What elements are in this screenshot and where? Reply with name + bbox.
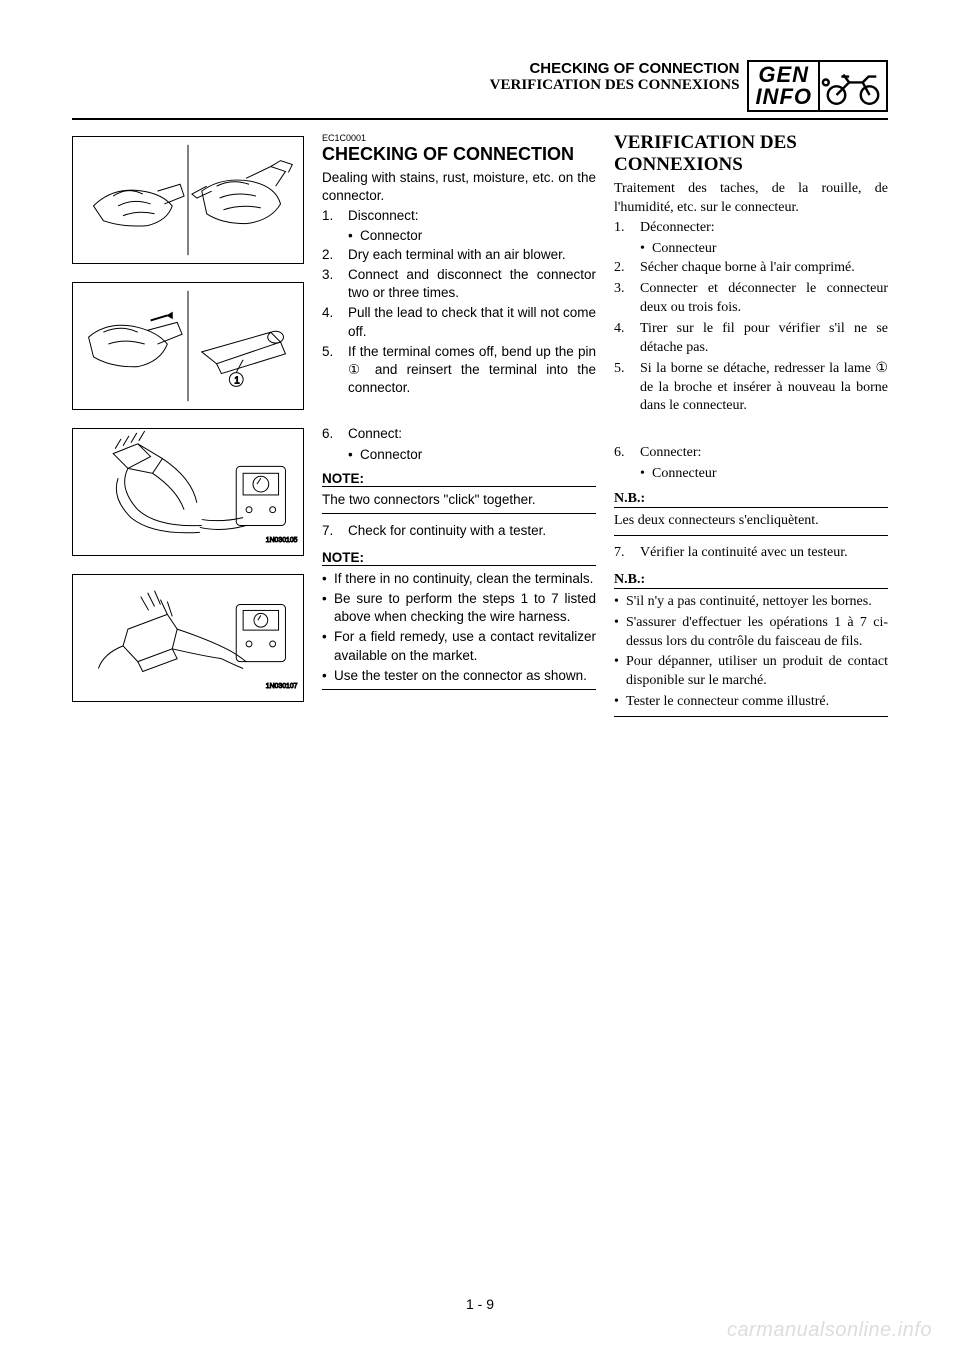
title-en: CHECKING OF CONNECTION (322, 144, 596, 165)
intro-fr: Traitement des taches, de la rouille, de… (614, 180, 888, 218)
page-number: 1 - 9 (466, 1296, 494, 1312)
steps-fr-1: 1.Déconnecter: (614, 219, 888, 238)
header-title-en: CHECKING OF CONNECTION (490, 60, 740, 77)
note1-text-en: The two connectors "click" together. (322, 491, 596, 509)
title-fr: VERIFICATION DES CONNEXIONS (614, 132, 888, 176)
section-badge: GEN INFO (747, 60, 888, 112)
steps-fr-2: 6.Connecter: (614, 444, 888, 463)
svg-text:1: 1 (234, 375, 239, 386)
badge-line2: INFO (755, 86, 812, 108)
doc-id: EC1C0001 (322, 132, 596, 144)
french-column: VERIFICATION DES CONNEXIONS Traitement d… (614, 132, 888, 725)
steps-en-2: 6.Connect: (322, 425, 596, 443)
header-title-fr: VERIFICATION DES CONNEXIONS (490, 77, 740, 94)
illustration-1 (72, 136, 304, 264)
steps-fr-3: 7.Vérifier la continuité avec un testeur… (614, 544, 888, 563)
page-header: CHECKING OF CONNECTION VERIFICATION DES … (72, 60, 888, 120)
svg-text:1N030107: 1N030107 (266, 683, 298, 690)
note1-label-fr: N.B.: (614, 490, 645, 509)
note2-label-fr: N.B.: (614, 571, 645, 590)
note1-text-fr: Les deux connecteurs s'encliquètent. (614, 512, 888, 531)
note2-label-en: NOTE: (322, 549, 364, 567)
steps-en-1: 1.Disconnect: (322, 207, 596, 225)
illustration-2: 1 (72, 282, 304, 410)
content-area: 1 (72, 132, 888, 725)
note1-label-en: NOTE: (322, 470, 364, 488)
intro-en: Dealing with stains, rust, moisture, etc… (322, 169, 596, 205)
sub-en-1: Connector (322, 227, 596, 245)
english-column: EC1C0001 CHECKING OF CONNECTION Dealing … (322, 132, 596, 725)
header-titles: CHECKING OF CONNECTION VERIFICATION DES … (490, 60, 748, 94)
badge-text: GEN INFO (749, 62, 818, 110)
note2-list-fr: S'il n'y a pas continuité, nettoyer les … (614, 593, 888, 712)
badge-line1: GEN (758, 64, 809, 86)
watermark: carmanualsonline.info (727, 1319, 932, 1342)
manual-page: CHECKING OF CONNECTION VERIFICATION DES … (0, 0, 960, 1358)
steps-en-3: 7.Check for continuity with a tester. (322, 522, 596, 540)
note2-list-en: If there in no continuity, clean the ter… (322, 570, 596, 685)
motorcycle-icon (818, 62, 886, 110)
illustration-3: 1N030105 (72, 428, 304, 556)
illustration-4: 1N030107 (72, 574, 304, 702)
svg-text:1N030105: 1N030105 (266, 537, 298, 544)
illustrations-column: 1 (72, 132, 304, 725)
